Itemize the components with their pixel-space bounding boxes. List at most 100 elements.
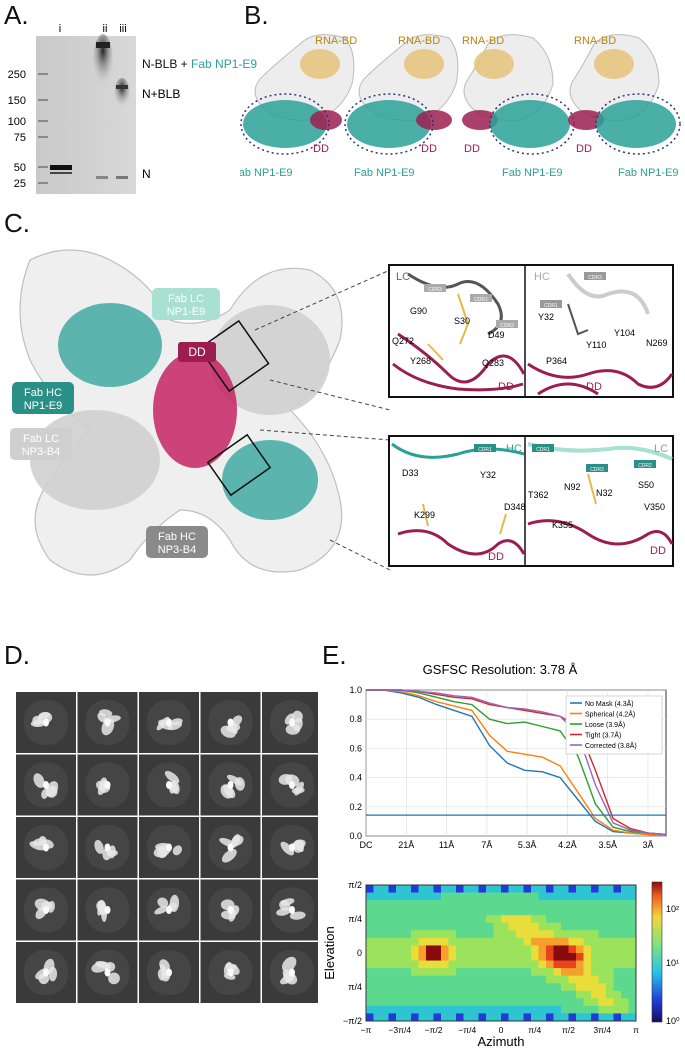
heatmap-cell <box>478 885 487 893</box>
model-4-rna-label: RNA-BD <box>574 35 616 47</box>
heatmap-cell <box>531 983 539 992</box>
heatmap-cell <box>448 885 457 893</box>
label-fab-lc-b4-1: Fab LC <box>23 433 59 445</box>
heatmap-cell <box>381 915 389 924</box>
band-label-nblb: N-BLB + Fab NP1-E9 <box>142 57 257 71</box>
panel-c-insets: LC CDR3 CDR1 CDR2 G90 S30 D49 Q272 Y268 … <box>388 264 674 567</box>
heatmap-cell <box>403 892 412 901</box>
heatmap-cell <box>568 983 577 992</box>
model-2-fab-label: Fab NP1-E9 <box>354 167 415 179</box>
heatmap-cell <box>411 885 419 893</box>
class-average-cell <box>262 879 318 941</box>
heatmap-cell <box>628 1013 637 1022</box>
heatmap-cell <box>606 937 614 946</box>
label-dd: DD <box>188 345 206 359</box>
heatmap-cell <box>448 907 457 916</box>
heatmap-cell <box>418 937 427 946</box>
heatmap-cell <box>486 915 494 924</box>
heatmap-cell <box>576 892 584 901</box>
heatmap-cell <box>561 930 569 939</box>
fsc-ytick: 0.8 <box>349 714 362 724</box>
model-2 <box>344 34 459 155</box>
heatmap-cell <box>531 960 539 969</box>
heatmap-cell <box>628 915 637 924</box>
heatmap-cell <box>538 1005 547 1014</box>
heatmap-cell <box>403 937 412 946</box>
fab-np1-e9-right <box>222 440 318 520</box>
heatmap-cell <box>561 998 569 1007</box>
heatmap-cell <box>456 922 464 931</box>
heatmap-cell <box>591 1013 599 1022</box>
heatmap-cell <box>553 998 562 1007</box>
heatmap-cell <box>478 1005 487 1014</box>
heatmap-cell <box>613 983 622 992</box>
heatmap-cell <box>486 922 494 931</box>
heatmap-cell <box>418 960 427 969</box>
inset-tl-res-3: Q272 <box>392 336 414 346</box>
heatmap-cell <box>628 1005 637 1014</box>
inset-tl-res-0: G90 <box>410 306 427 316</box>
inset-tl-res-5: Q283 <box>482 358 504 368</box>
heatmap-cell <box>366 953 374 961</box>
heatmap-cell <box>463 907 472 916</box>
label-fab-lc-b4-bg <box>10 428 72 460</box>
heatmap-cell <box>568 1013 577 1022</box>
heatmap-cell <box>478 960 487 969</box>
heatmap-cell <box>441 953 449 961</box>
heatmap-cell <box>471 900 479 908</box>
heatmap-cell <box>486 960 494 969</box>
heatmap-cell <box>561 983 569 992</box>
heatmap-cell <box>456 945 464 954</box>
heatmap-cell <box>493 945 502 954</box>
heatmap-cell <box>463 990 472 999</box>
heatmap-cell <box>628 930 637 939</box>
heatmap-cell <box>553 922 562 931</box>
heatmap-cell <box>583 945 592 954</box>
heatmap-cell <box>373 922 382 931</box>
heatmap-cell <box>606 915 614 924</box>
heatmap-cell <box>403 998 412 1007</box>
heatmap-cell <box>576 907 584 916</box>
heatmap-cell <box>463 1005 472 1014</box>
heatmap-cell <box>418 998 427 1007</box>
heatmap-cell <box>508 930 517 939</box>
heatmap-cell <box>546 960 554 969</box>
heatmap-cell <box>591 975 599 984</box>
heatmap-cell <box>493 915 502 924</box>
heatmap-cell <box>448 892 457 901</box>
inset-tr-res-0: Y32 <box>538 312 554 322</box>
model-4 <box>568 34 681 155</box>
fsc-series-line <box>366 689 666 836</box>
heatmap-cell <box>546 1005 554 1014</box>
band-label-n: N <box>142 167 151 181</box>
fsc-ytick: 0.2 <box>349 802 362 812</box>
heatmap-cell <box>426 998 434 1007</box>
heatmap-cell <box>568 900 577 908</box>
heatmap-cell <box>606 922 614 931</box>
heatmap-cell <box>621 960 629 969</box>
heatmap-cell <box>388 990 397 999</box>
heatmap-cell <box>538 907 547 916</box>
heatmap-cell <box>576 937 584 946</box>
heatmap-cell <box>373 937 382 946</box>
heatmap-cell <box>546 945 554 954</box>
inset-br-res-2: T362 <box>528 490 549 500</box>
heatmap-cell <box>441 915 449 924</box>
heatmap-cell <box>366 945 374 954</box>
heatmap-cell <box>411 975 419 984</box>
heatmap-cell <box>523 1013 532 1022</box>
heatmap-cell <box>373 885 382 893</box>
heatmap-cell <box>546 1013 554 1022</box>
heatmap-cell <box>613 990 622 999</box>
heatmap-cell <box>471 990 479 999</box>
heatmap-cell <box>553 915 562 924</box>
heatmap-cell <box>621 930 629 939</box>
heatmap-cell <box>411 990 419 999</box>
heatmap-cell <box>591 900 599 908</box>
heatmap-cell <box>403 990 412 999</box>
heatmap-cell <box>366 885 374 893</box>
heatmap-cell <box>508 953 517 961</box>
panel-b-letter: B. <box>244 0 269 30</box>
heatmap-cell <box>546 953 554 961</box>
heatmap-cell <box>493 937 502 946</box>
